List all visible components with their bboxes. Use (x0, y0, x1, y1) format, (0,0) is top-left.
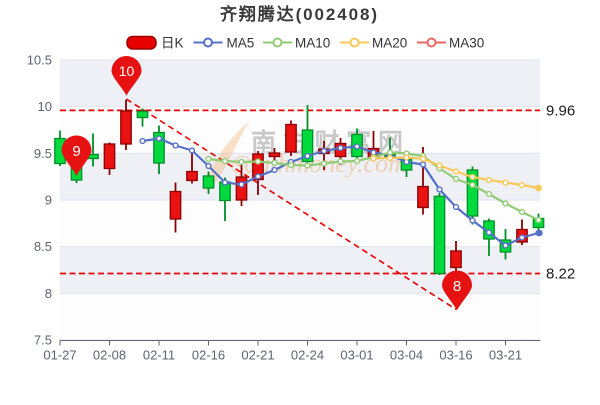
svg-text:8.5: 8.5 (34, 239, 52, 254)
svg-text:8: 8 (45, 286, 52, 301)
svg-text:9: 9 (72, 143, 80, 160)
svg-text:7.5: 7.5 (34, 333, 52, 348)
svg-text:MA20: MA20 (372, 36, 407, 51)
svg-text:MA10: MA10 (295, 36, 330, 51)
svg-text:02-11: 02-11 (143, 348, 175, 363)
svg-text:齐翔腾达(002408): 齐翔腾达(002408) (220, 4, 377, 24)
svg-text:9.96: 9.96 (546, 103, 575, 120)
svg-text:03-21: 03-21 (489, 348, 522, 363)
svg-text:03-01: 03-01 (340, 348, 373, 363)
svg-text:02-16: 02-16 (192, 348, 225, 363)
svg-text:日K: 日K (161, 36, 184, 51)
svg-text:MA30: MA30 (449, 36, 484, 51)
svg-text:9.5: 9.5 (34, 146, 52, 161)
svg-text:10: 10 (119, 63, 135, 79)
svg-text:10: 10 (38, 99, 52, 114)
svg-text:01-27: 01-27 (43, 348, 76, 363)
svg-text:MA5: MA5 (227, 36, 255, 51)
svg-text:03-04: 03-04 (390, 348, 423, 363)
svg-text:02-24: 02-24 (291, 348, 324, 363)
svg-text:8.22: 8.22 (546, 266, 575, 283)
svg-text:03-16: 03-16 (439, 348, 472, 363)
svg-text:10.5: 10.5 (27, 53, 52, 68)
svg-text:02-21: 02-21 (241, 348, 274, 363)
svg-text:9: 9 (45, 193, 52, 208)
svg-text:8: 8 (453, 278, 461, 295)
svg-text:02-08: 02-08 (93, 348, 126, 363)
